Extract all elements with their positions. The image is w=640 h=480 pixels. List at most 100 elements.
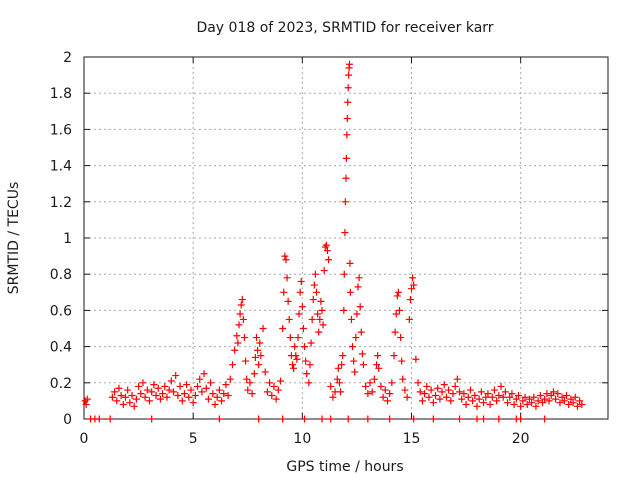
data-point: [322, 241, 330, 249]
data-point: [436, 395, 444, 403]
data-point: [512, 395, 520, 403]
data-point: [148, 415, 156, 423]
data-point: [180, 390, 188, 398]
data-point: [414, 379, 422, 387]
data-point: [541, 415, 549, 423]
y-tick-label: 1.6: [50, 122, 72, 138]
data-point: [563, 391, 571, 399]
data-point: [165, 386, 173, 394]
data-point: [313, 288, 321, 296]
data-point: [240, 334, 248, 342]
data-point: [517, 402, 525, 410]
data-point: [148, 388, 156, 396]
data-point: [340, 306, 348, 314]
data-point: [345, 60, 353, 68]
data-point: [393, 292, 401, 300]
data-point: [113, 397, 121, 405]
data-point: [346, 288, 354, 296]
data-point: [429, 415, 437, 423]
data-point: [416, 388, 424, 396]
data-point: [274, 386, 282, 394]
data-point: [488, 393, 496, 401]
data-point: [429, 399, 437, 407]
data-point: [143, 386, 151, 394]
data-point: [124, 386, 132, 394]
data-point: [295, 310, 303, 318]
data-point: [132, 395, 140, 403]
data-point: [406, 296, 414, 304]
data-point: [480, 399, 488, 407]
data-point: [272, 395, 280, 403]
data-point: [449, 390, 457, 398]
data-point: [317, 297, 325, 305]
data-point: [150, 381, 158, 389]
data-point: [266, 379, 274, 387]
data-point: [296, 288, 304, 296]
data-point: [456, 415, 464, 423]
y-axis-label: SRMTID / TECUs: [6, 182, 22, 295]
data-point: [466, 386, 474, 394]
data-point: [261, 368, 269, 376]
x-tick-label: 10: [293, 431, 311, 447]
data-point: [329, 393, 337, 401]
data-point: [410, 281, 418, 289]
data-point: [185, 393, 193, 401]
data-point: [310, 281, 318, 289]
data-point: [342, 154, 350, 162]
data-point: [111, 388, 119, 396]
data-point: [534, 397, 542, 405]
data-point: [569, 399, 577, 407]
data-point: [423, 382, 431, 390]
data-point: [434, 384, 442, 392]
data-point: [318, 415, 326, 423]
data-point: [237, 301, 245, 309]
data-point: [337, 388, 345, 396]
data-point: [189, 399, 197, 407]
data-point: [83, 395, 91, 403]
data-point: [222, 381, 230, 389]
data-point: [234, 339, 242, 347]
data-point: [297, 277, 305, 285]
data-point: [194, 382, 202, 390]
data-point: [350, 357, 358, 365]
data-point: [327, 415, 335, 423]
data-point: [224, 391, 232, 399]
data-point: [343, 115, 351, 123]
data-point: [506, 393, 514, 401]
data-point: [345, 71, 353, 79]
data-point: [521, 393, 529, 401]
data-point: [495, 415, 503, 423]
data-point: [108, 393, 116, 401]
data-point: [508, 390, 516, 398]
data-point: [239, 315, 247, 323]
y-tick-label: 1.2: [50, 195, 72, 211]
data-point: [220, 390, 228, 398]
y-tick-label: 0.6: [50, 303, 72, 319]
data-point: [519, 397, 527, 405]
data-point: [381, 386, 389, 394]
data-point: [130, 402, 138, 410]
data-point: [510, 401, 518, 409]
data-point: [196, 375, 204, 383]
data-point: [306, 361, 314, 369]
data-point: [447, 397, 455, 405]
data-point: [280, 288, 288, 296]
data-point: [364, 415, 372, 423]
data-point: [388, 379, 396, 387]
data-point: [82, 401, 90, 409]
y-tick-label: 2: [63, 50, 72, 66]
data-point: [397, 334, 405, 342]
data-point: [356, 303, 364, 311]
gridlines: [84, 57, 608, 419]
data-point: [119, 401, 127, 409]
data-point: [351, 368, 359, 376]
data-point: [390, 352, 398, 360]
data-point: [480, 415, 488, 423]
data-point: [504, 399, 512, 407]
data-point: [347, 315, 355, 323]
data-point: [215, 386, 223, 394]
data-point: [121, 393, 129, 401]
data-point: [344, 84, 352, 92]
data-point: [364, 390, 372, 398]
data-point: [255, 361, 263, 369]
